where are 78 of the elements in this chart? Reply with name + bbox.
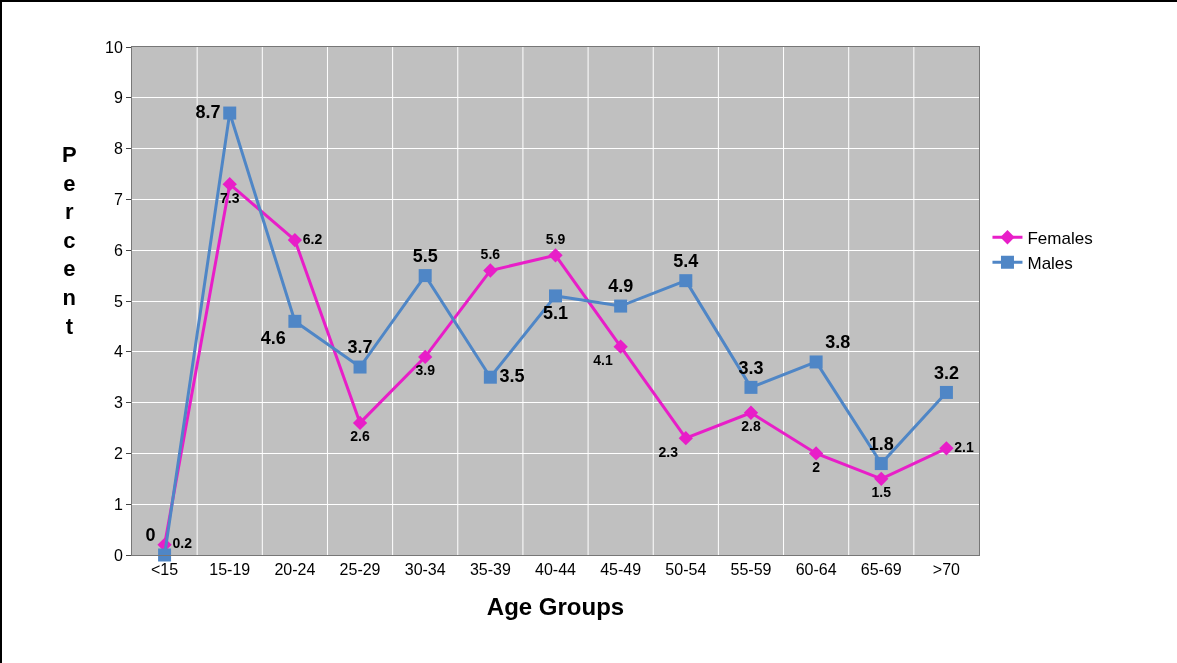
data-label: 5.5 [412,245,438,266]
legend-label: Males [1027,253,1073,273]
point [614,299,628,313]
data-label: 5.4 [673,251,699,272]
point [743,405,759,420]
point [939,441,954,456]
point [483,263,498,278]
point [874,457,888,471]
y-tick-label: 2 [113,445,123,462]
data-label: 2.8 [741,418,761,435]
point [222,177,237,192]
data-label: 2.3 [658,443,679,460]
x-tick-label: 30-34 [404,561,446,579]
point [808,446,824,461]
legend-label: Females [1027,228,1093,248]
point [744,380,758,394]
x-tick-label: >70 [932,561,961,579]
data-label: 4.1 [593,352,613,369]
point [874,471,889,486]
x-tick-label: 35-39 [469,561,511,579]
data-label: 4.9 [608,276,634,297]
data-label: 3.3 [738,357,764,378]
point [352,415,368,431]
data-label: 8.7 [195,101,221,122]
data-label: 0.2 [172,535,193,552]
data-label: 1.8 [868,433,894,454]
x-axis-title: Age Groups [486,592,625,620]
y-tick-label: 4 [113,343,123,361]
point [418,269,432,283]
data-label: 1.5 [871,484,892,501]
point [678,431,693,446]
point [548,248,563,263]
y-tick-label: 0 [113,546,123,564]
x-tick-label: 60-64 [795,561,837,579]
point [418,349,433,365]
point [679,274,693,288]
data-label: 3.8 [825,332,851,353]
point [288,314,302,328]
data-label: 5.6 [480,246,501,263]
x-tick-label: 50-54 [665,561,707,579]
y-tick-label: 10 [105,38,123,56]
y-tick-label: 7 [113,191,123,208]
y-axis-title: Percent [62,142,77,339]
data-label: 5.9 [545,230,566,247]
x-tick-label: 55-59 [730,561,772,579]
point [613,339,628,354]
data-label: 2.6 [350,428,370,445]
y-tick-label: 8 [113,140,123,158]
data-label: 3.7 [347,337,373,358]
data-label: 6.2 [302,230,323,247]
y-tick-label: 9 [113,89,123,107]
x-tick-label: 40-44 [535,561,577,579]
x-tick-label: 15-19 [209,561,251,579]
x-tick-label: 25-29 [339,561,381,579]
point [549,289,562,303]
point [939,385,953,399]
data-label: 3.2 [933,362,959,383]
data-label: 4.6 [260,327,286,348]
x-tick-label: <15 [151,561,179,579]
point [809,355,823,369]
point [158,548,172,562]
y-tick-label: 1 [113,495,123,513]
y-tick-label: 5 [113,292,123,310]
x-tick-label: 65-69 [860,561,902,579]
data-label: 2.1 [954,438,974,455]
data-label: 0 [145,525,156,546]
data-label: 2 [812,458,821,475]
y-tick-label: 6 [113,241,123,259]
x-tick-label: 45-49 [600,561,642,579]
y-tick-label: 3 [113,394,123,412]
data-label: 3.9 [415,362,436,379]
point [353,360,367,374]
point [223,106,237,120]
data-label: 5.1 [542,302,569,323]
x-tick-label: 20-24 [274,561,316,579]
point [483,370,497,384]
point [287,232,303,248]
data-label: 3.5 [499,365,525,386]
